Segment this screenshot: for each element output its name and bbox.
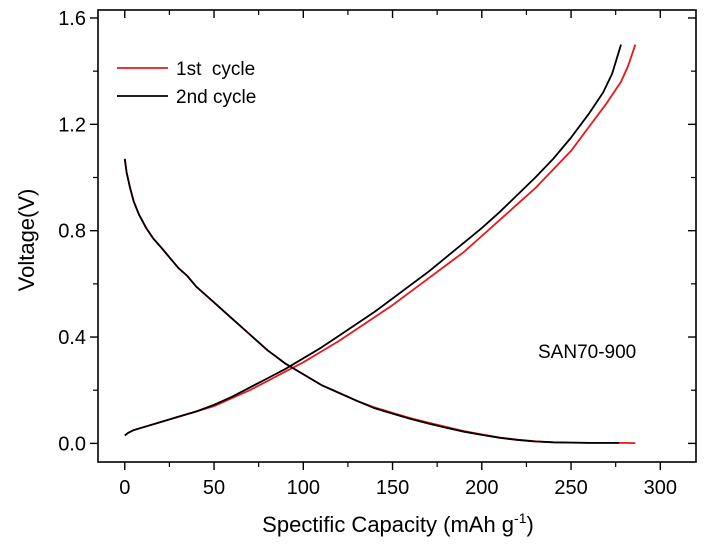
x-axis-label-superscript: -1 xyxy=(514,510,527,526)
x-tick-label: 250 xyxy=(554,477,587,499)
legend: 1st cycle 2nd cycle xyxy=(117,59,256,108)
2nd-cycle-discharge-line xyxy=(125,159,619,443)
x-tick-label: 100 xyxy=(287,477,320,499)
x-axis-label-end: ) xyxy=(527,512,534,537)
x-tick-label: 150 xyxy=(376,477,409,499)
y-tick-label: 1.2 xyxy=(58,114,86,136)
x-axis-label: Spectific Capacity (mAh g-1) xyxy=(262,510,534,537)
y-tick-label: 0.8 xyxy=(58,221,86,243)
legend-label-1st-cycle: 1st cycle xyxy=(176,59,255,80)
y-tick-label: 1.6 xyxy=(58,8,86,30)
x-tick-label: 50 xyxy=(203,477,225,499)
x-tick-label: 0 xyxy=(119,477,130,499)
y-axis-ticks: 0.0 0.4 0.8 1.2 1.6 xyxy=(58,8,696,455)
sample-annotation: SAN70-900 xyxy=(538,342,636,363)
y-tick-label: 0.4 xyxy=(58,327,86,349)
x-axis-ticks: 0 50 100 150 200 250 300 xyxy=(119,10,677,499)
x-tick-label: 300 xyxy=(644,477,677,499)
legend-label-2nd-cycle: 2nd cycle xyxy=(176,87,256,108)
y-tick-label: 0.0 xyxy=(58,433,86,455)
1st-cycle-discharge-line xyxy=(125,159,636,443)
x-tick-label: 200 xyxy=(465,477,498,499)
y-axis-label: Voltage(V) xyxy=(14,189,39,292)
